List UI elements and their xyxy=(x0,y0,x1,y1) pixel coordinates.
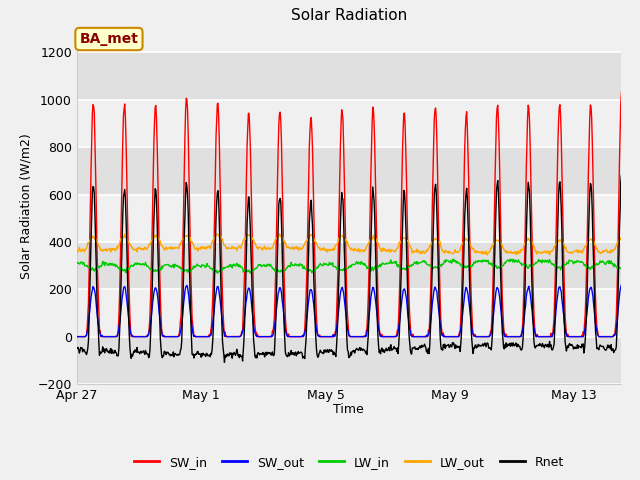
LW_in xyxy=(632,259,639,264)
Line: LW_in: LW_in xyxy=(77,259,636,273)
LW_in xyxy=(307,267,314,273)
Rnet xyxy=(73,346,81,351)
LW_in xyxy=(73,260,81,265)
Rnet xyxy=(390,344,398,349)
Bar xyxy=(77,242,621,289)
LW_in xyxy=(204,263,212,269)
LW_out xyxy=(390,249,398,255)
Bar xyxy=(77,52,621,100)
Line: SW_in: SW_in xyxy=(77,90,636,336)
SW_in xyxy=(73,334,81,339)
LW_in xyxy=(277,267,285,273)
SW_out xyxy=(618,281,626,287)
SW_out xyxy=(390,334,397,339)
Rnet xyxy=(525,184,532,190)
LW_out xyxy=(247,231,255,237)
LW_in xyxy=(525,262,533,268)
Bar xyxy=(77,194,621,242)
Bar xyxy=(77,336,621,384)
Legend: SW_in, SW_out, LW_in, LW_out, Rnet: SW_in, SW_out, LW_in, LW_out, Rnet xyxy=(129,451,569,474)
SW_in xyxy=(524,102,532,108)
Rnet xyxy=(307,200,314,205)
Line: SW_out: SW_out xyxy=(77,284,636,336)
SW_in xyxy=(93,240,100,245)
LW_out xyxy=(525,237,533,242)
Text: BA_met: BA_met xyxy=(79,32,138,46)
SW_out xyxy=(524,285,532,291)
SW_out xyxy=(632,334,639,339)
SW_out xyxy=(93,309,100,314)
SW_in xyxy=(276,109,284,115)
LW_out xyxy=(93,238,100,244)
LW_in xyxy=(214,270,221,276)
LW_in xyxy=(450,256,458,262)
Rnet xyxy=(618,171,626,177)
Rnet xyxy=(632,347,639,352)
X-axis label: Time: Time xyxy=(333,403,364,416)
SW_out xyxy=(204,334,212,339)
Rnet xyxy=(277,200,285,205)
SW_out xyxy=(306,288,314,293)
Title: Solar Radiation: Solar Radiation xyxy=(291,9,407,24)
Rnet xyxy=(93,292,100,298)
LW_out xyxy=(307,232,314,238)
Line: Rnet: Rnet xyxy=(77,174,636,362)
LW_out xyxy=(73,248,81,254)
LW_in xyxy=(93,265,100,271)
LW_out xyxy=(632,246,639,252)
Rnet xyxy=(221,360,228,365)
LW_out xyxy=(484,252,492,258)
SW_in xyxy=(390,334,397,339)
Rnet xyxy=(204,353,212,359)
SW_in xyxy=(618,87,626,93)
SW_out xyxy=(276,285,284,290)
LW_out xyxy=(204,244,212,250)
Bar xyxy=(77,289,621,336)
LW_out xyxy=(277,234,285,240)
LW_in xyxy=(390,259,398,264)
Bar xyxy=(77,100,621,147)
SW_in xyxy=(204,334,212,339)
Y-axis label: Solar Radiation (W/m2): Solar Radiation (W/m2) xyxy=(19,133,32,279)
SW_in xyxy=(632,334,639,339)
SW_out xyxy=(73,334,81,339)
SW_in xyxy=(306,129,314,134)
Line: LW_out: LW_out xyxy=(77,234,636,255)
Bar xyxy=(77,147,621,194)
